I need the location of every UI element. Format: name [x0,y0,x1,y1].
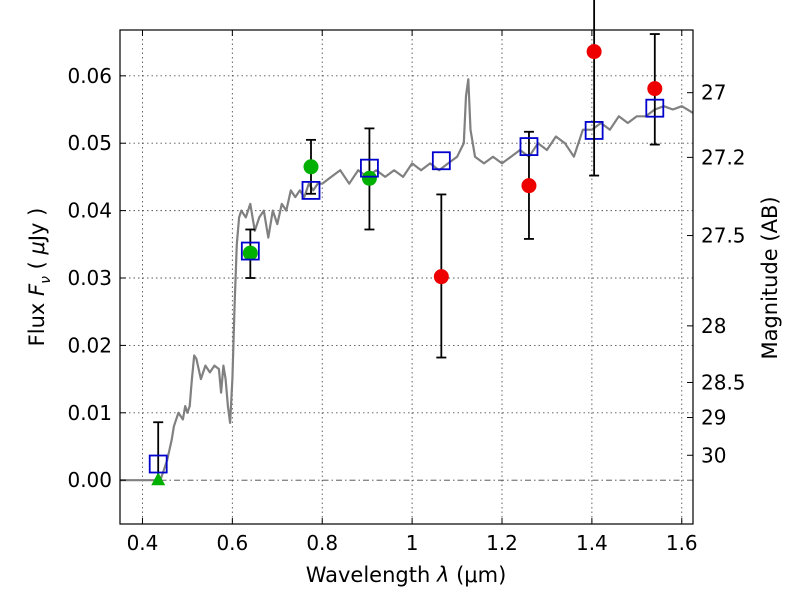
model-band-square [148,454,168,474]
red-detection-point [647,81,663,97]
y2-tick-label: 29 [701,406,726,430]
green-detection-point [361,170,377,186]
y-axis-label: Flux Fν ( μJy ) [25,208,54,347]
y-tick-label: 0.00 [67,468,112,492]
y2-tick-label: 28 [701,314,726,338]
model-band-square [431,151,451,171]
red-detection-point [433,269,449,285]
x-tick-label: 1.4 [576,531,608,555]
y2-tick-label: 27.5 [701,224,746,248]
y-tick-label: 0.05 [67,131,112,155]
green-detection-point [303,159,319,175]
y-tick-label: 0.03 [67,266,112,290]
y2-tick-label: 30 [701,443,726,467]
x-axis-label: Wavelength λ (μm) [306,563,507,587]
x-tick-label: 1 [406,531,419,555]
series-layer [120,33,693,486]
tick-layer: 0.4 0.6 0.8 1 1.2 1.4 1.6 0.00 0.01 0.02 0.03 0.04 0… [67,30,746,555]
y-tick-label: 0.01 [67,401,112,425]
red-detection-point [521,178,537,194]
x-tick-label: 0.4 [127,531,159,555]
y-tick-label: 0.06 [67,64,112,88]
x-tick-label: 1.2 [486,531,518,555]
upper-limit-triangle [151,472,166,486]
grid-lines [120,30,693,524]
x-tick-label: 1.6 [666,531,698,555]
green-detection-point [242,245,258,261]
model-band-square [645,98,665,118]
red-detection-point [586,44,602,60]
y2-tick-label: 28.5 [701,370,746,394]
y-tick-label: 0.04 [67,199,112,223]
y2-tick-label: 27 [701,81,726,105]
model-band-square [360,158,379,178]
model-band-square [301,180,321,200]
model-band-square [519,137,539,156]
plot-frame [119,29,694,525]
x-tick-label: 0.6 [216,531,248,555]
y2-axis-label: Magnitude (AB) [758,196,782,359]
model-band-square [240,241,260,261]
y-tick-label: 0.02 [67,333,112,357]
plot-background [120,30,693,524]
y2-tick-label: 27.2 [701,145,746,169]
overflow-layer [586,0,602,177]
x-tick-label: 0.8 [306,531,338,555]
